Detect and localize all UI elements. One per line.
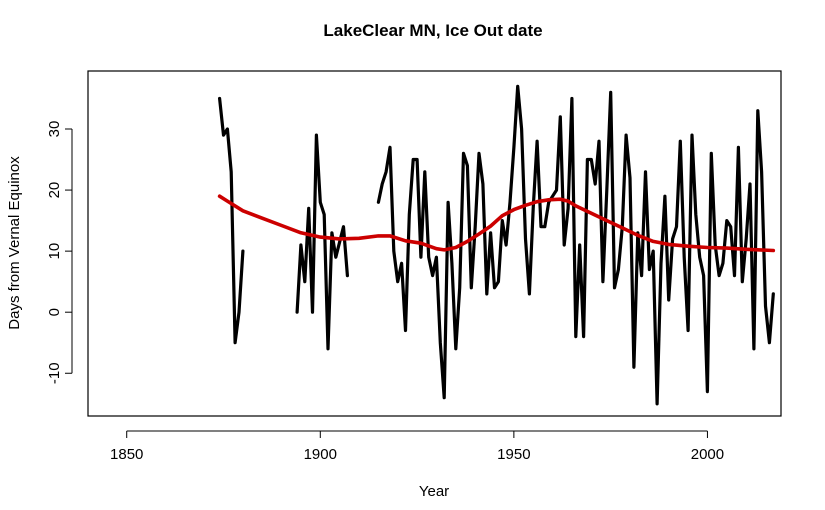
- x-tick-label: 1900: [304, 446, 337, 463]
- y-tick-label: 10: [46, 243, 63, 260]
- x-tick-label: 1850: [110, 446, 143, 463]
- series-0-line-segment-1: [295, 133, 349, 351]
- x-tick-label: 1950: [497, 446, 530, 463]
- series-0-line-segment-2: [376, 84, 775, 406]
- y-tick-label: -10: [46, 362, 63, 384]
- y-axis: -10 0 10 20 30: [46, 121, 73, 384]
- x-axis-label: Year: [419, 483, 449, 500]
- y-axis-label: Days from Vernal Equinox: [6, 156, 23, 330]
- x-axis: 1850 1900 1950 2000: [110, 430, 724, 463]
- y-tick-label: 30: [46, 121, 63, 138]
- series-layer: [217, 84, 776, 406]
- series-0-line-segment-0: [218, 96, 245, 345]
- y-tick-label: 0: [46, 308, 63, 316]
- x-tick-label: 2000: [691, 446, 724, 463]
- series-1-line-segment-0: [217, 194, 776, 253]
- chart-title: LakeClear MN, Ice Out date: [323, 21, 542, 40]
- plot-frame: [87, 70, 782, 417]
- y-tick-label: 20: [46, 182, 63, 199]
